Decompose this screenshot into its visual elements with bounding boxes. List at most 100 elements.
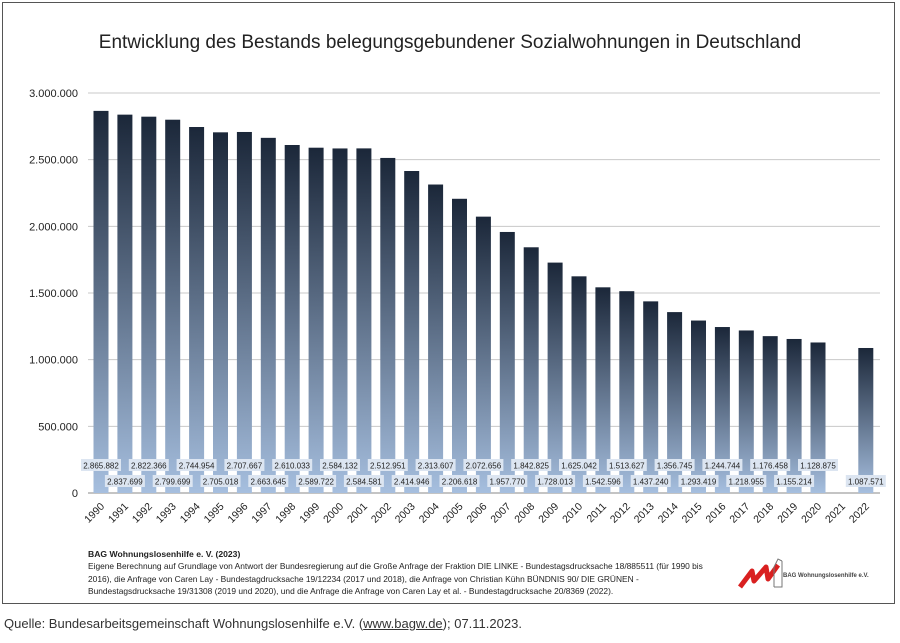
- data-label: 2.663.645: [251, 478, 287, 487]
- data-label-bg: [798, 459, 838, 471]
- bar-chart: 2.865.882 2.837.699 2.822.366 2.799.699 2.74…: [29, 88, 886, 526]
- x-tick-label: 2009: [536, 501, 561, 526]
- data-label: 2.837.699: [107, 478, 143, 487]
- bar-2004: [428, 184, 444, 493]
- data-label-bg: [559, 459, 599, 471]
- bar-1991: [117, 114, 133, 493]
- bar-2017: [738, 330, 754, 493]
- data-label: 2.206.618: [442, 478, 478, 487]
- x-tick-label: 2019: [775, 501, 800, 526]
- data-label: 1.728.013: [537, 478, 573, 487]
- x-tick-label: 1996: [226, 501, 251, 526]
- data-label: 2.744.954: [179, 462, 215, 471]
- bar-2014: [667, 312, 683, 493]
- data-label: 2.822.366: [131, 462, 167, 471]
- x-tick-label: 1993: [154, 501, 179, 526]
- y-tick-label: 2.500.000: [29, 155, 78, 167]
- data-label-bg: [415, 459, 456, 471]
- x-tick-label: 1990: [82, 501, 107, 526]
- bar-1992: [141, 116, 157, 493]
- x-tick-label: 2008: [512, 501, 537, 526]
- data-label-bg: [774, 475, 815, 487]
- data-label-bg: [200, 475, 241, 487]
- data-label: 1.437.240: [633, 478, 669, 487]
- bar-2020: [810, 342, 826, 493]
- source-link[interactable]: www.bagw.de: [363, 616, 443, 631]
- data-label-bg: [81, 459, 121, 471]
- footer-note: BAG Wohnungslosenhilfe e. V. (2023) Eige…: [88, 548, 728, 597]
- y-tick-label: 2.000.000: [29, 221, 78, 233]
- x-tick-label: 1998: [273, 501, 298, 526]
- bar-1998: [284, 144, 300, 493]
- data-label: 1.625.042: [561, 462, 597, 471]
- x-tick-label: 2010: [560, 501, 585, 526]
- data-label-bg: [726, 475, 767, 487]
- x-tick-label: 1997: [249, 501, 274, 526]
- data-label-bg: [391, 475, 432, 487]
- bar-1990: [93, 110, 109, 494]
- source-suffix: ); 07.11.2023.: [442, 616, 522, 631]
- data-label-bg: [630, 475, 671, 487]
- bar-2009: [547, 262, 563, 493]
- x-tick-label: 2012: [608, 501, 633, 526]
- x-tick-label: 2017: [727, 501, 752, 526]
- bar-2010: [571, 276, 587, 493]
- data-label-bg: [224, 459, 265, 471]
- x-tick-label: 1994: [178, 501, 203, 526]
- logo-icon: [738, 558, 783, 589]
- data-label: 2.072.656: [466, 462, 502, 471]
- x-tick-label: 1991: [106, 501, 131, 526]
- data-label: 1.513.627: [609, 462, 645, 471]
- bar-1997: [260, 137, 276, 493]
- x-tick-label: 2001: [345, 501, 370, 526]
- data-label-bg: [463, 459, 504, 471]
- y-tick-label: 500.000: [38, 421, 78, 433]
- bar-2002: [380, 157, 396, 493]
- data-label: 2.865.882: [83, 462, 119, 471]
- x-tick-label: 2007: [488, 501, 513, 526]
- bar-1996: [236, 131, 252, 494]
- data-label-bg: [511, 459, 552, 471]
- data-label-bg: [272, 459, 313, 471]
- bar-2005: [452, 198, 467, 493]
- data-label-bg: [678, 475, 719, 487]
- x-tick-label: 2004: [417, 501, 442, 526]
- data-label: 2.512.951: [370, 462, 406, 471]
- x-tick-label: 2018: [751, 501, 776, 526]
- data-label: 2.313.607: [418, 462, 454, 471]
- x-tick-label: 2015: [680, 501, 705, 526]
- bar-2011: [595, 287, 611, 493]
- bar-2013: [643, 301, 659, 493]
- y-tick-label: 1.500.000: [29, 288, 78, 300]
- data-label: 2.584.581: [346, 478, 382, 487]
- data-label: 1.542.596: [585, 478, 621, 487]
- x-tick-label: 2003: [393, 501, 418, 526]
- bar-2001: [356, 148, 372, 493]
- x-tick-label: 2020: [799, 501, 824, 526]
- data-label-bg: [487, 475, 528, 487]
- y-tick-label: 3.000.000: [29, 88, 78, 100]
- data-label: 2.707.667: [227, 462, 263, 471]
- x-tick-label: 2006: [465, 501, 490, 526]
- x-tick-label: 1999: [297, 501, 322, 526]
- bar-1999: [308, 147, 324, 493]
- data-label: 1.842.825: [513, 462, 549, 471]
- data-label-bg: [343, 475, 384, 487]
- x-tick-label: 2000: [321, 501, 346, 526]
- data-label-bg: [845, 475, 886, 487]
- data-label: 2.589.722: [298, 478, 334, 487]
- data-label: 2.799.699: [155, 478, 191, 487]
- y-tick-label: 1.000.000: [29, 355, 78, 367]
- data-label-bg: [439, 475, 480, 487]
- data-label: 1.176.458: [752, 462, 788, 471]
- data-label: 1.957.770: [490, 478, 526, 487]
- bar-2012: [619, 291, 635, 493]
- bar-2018: [762, 336, 778, 493]
- data-label: 2.414.946: [394, 478, 430, 487]
- bar-1995: [213, 132, 228, 493]
- data-label: 1.218.955: [729, 478, 765, 487]
- data-label-bg: [320, 459, 360, 471]
- x-tick-label: 2021: [823, 501, 848, 526]
- data-label-bg: [128, 459, 169, 471]
- data-label-bg: [654, 459, 695, 471]
